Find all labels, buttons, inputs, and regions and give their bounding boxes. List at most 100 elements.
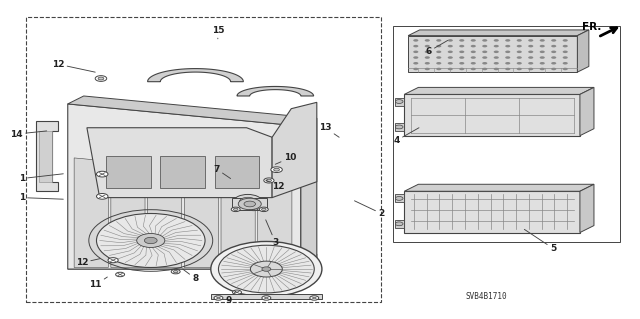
Circle shape xyxy=(482,39,487,42)
Circle shape xyxy=(396,222,403,226)
Circle shape xyxy=(425,45,430,48)
Circle shape xyxy=(448,45,453,48)
Circle shape xyxy=(396,197,403,200)
Text: 5: 5 xyxy=(524,229,556,253)
Polygon shape xyxy=(395,195,404,202)
Circle shape xyxy=(551,68,556,70)
Polygon shape xyxy=(237,86,314,96)
Circle shape xyxy=(436,45,442,48)
Circle shape xyxy=(528,50,533,53)
Circle shape xyxy=(460,68,465,70)
Circle shape xyxy=(436,56,442,59)
Circle shape xyxy=(249,206,258,211)
Circle shape xyxy=(540,45,545,48)
Circle shape xyxy=(563,62,568,64)
Circle shape xyxy=(310,296,319,300)
Circle shape xyxy=(116,272,125,277)
Polygon shape xyxy=(580,184,594,233)
Circle shape xyxy=(460,39,465,42)
Circle shape xyxy=(493,68,499,70)
Circle shape xyxy=(563,39,568,42)
Bar xyxy=(394,26,620,242)
Circle shape xyxy=(425,68,430,70)
Circle shape xyxy=(234,195,262,208)
Circle shape xyxy=(252,207,256,210)
Text: 14: 14 xyxy=(10,130,47,138)
Text: 1: 1 xyxy=(19,174,63,183)
Circle shape xyxy=(238,198,261,210)
Circle shape xyxy=(137,234,165,248)
Circle shape xyxy=(173,271,178,273)
Polygon shape xyxy=(408,36,577,72)
Circle shape xyxy=(482,56,487,59)
Circle shape xyxy=(470,62,476,64)
Bar xyxy=(161,156,205,188)
Polygon shape xyxy=(68,96,317,126)
Circle shape xyxy=(460,45,465,48)
Circle shape xyxy=(172,269,180,274)
Text: 3: 3 xyxy=(266,220,278,247)
Text: 11: 11 xyxy=(89,277,108,289)
Circle shape xyxy=(551,50,556,53)
Circle shape xyxy=(551,45,556,48)
Circle shape xyxy=(460,56,465,59)
Text: 12: 12 xyxy=(76,258,100,267)
Circle shape xyxy=(505,62,510,64)
Circle shape xyxy=(551,56,556,59)
Circle shape xyxy=(516,68,522,70)
Polygon shape xyxy=(404,87,594,94)
Circle shape xyxy=(425,56,430,59)
Circle shape xyxy=(448,39,453,42)
Circle shape xyxy=(448,56,453,59)
Circle shape xyxy=(505,50,510,53)
Polygon shape xyxy=(68,104,301,269)
Circle shape xyxy=(145,237,157,244)
Circle shape xyxy=(493,62,499,64)
Circle shape xyxy=(413,45,419,48)
Circle shape xyxy=(540,62,545,64)
Polygon shape xyxy=(395,123,404,131)
Circle shape xyxy=(516,62,522,64)
Text: 9: 9 xyxy=(225,291,236,305)
Polygon shape xyxy=(301,254,317,269)
Circle shape xyxy=(460,50,465,53)
Text: 6: 6 xyxy=(426,41,448,56)
Circle shape xyxy=(262,296,271,300)
Polygon shape xyxy=(395,220,404,228)
Circle shape xyxy=(448,50,453,53)
Polygon shape xyxy=(148,164,182,268)
Text: FR.: FR. xyxy=(582,22,601,33)
Circle shape xyxy=(97,213,205,268)
Circle shape xyxy=(482,68,487,70)
Circle shape xyxy=(425,39,430,42)
Circle shape xyxy=(108,258,118,263)
Polygon shape xyxy=(87,128,272,197)
Circle shape xyxy=(232,290,241,294)
Circle shape xyxy=(95,76,107,81)
Circle shape xyxy=(250,261,282,277)
Polygon shape xyxy=(580,87,594,136)
Polygon shape xyxy=(258,174,292,268)
Circle shape xyxy=(413,39,419,42)
Circle shape xyxy=(211,241,322,297)
Circle shape xyxy=(264,178,274,183)
Circle shape xyxy=(214,296,223,300)
Circle shape xyxy=(563,68,568,70)
Polygon shape xyxy=(577,30,589,72)
Polygon shape xyxy=(395,98,404,106)
Circle shape xyxy=(516,39,522,42)
Circle shape xyxy=(482,45,487,48)
Circle shape xyxy=(493,50,499,53)
Circle shape xyxy=(493,45,499,48)
Text: 12: 12 xyxy=(266,180,285,191)
Circle shape xyxy=(493,56,499,59)
Circle shape xyxy=(436,62,442,64)
Text: 7: 7 xyxy=(213,165,230,179)
Polygon shape xyxy=(301,118,317,269)
Circle shape xyxy=(528,68,533,70)
Circle shape xyxy=(505,45,510,48)
Polygon shape xyxy=(404,191,580,233)
Bar xyxy=(39,131,52,182)
Text: 2: 2 xyxy=(355,201,385,218)
Circle shape xyxy=(470,50,476,53)
